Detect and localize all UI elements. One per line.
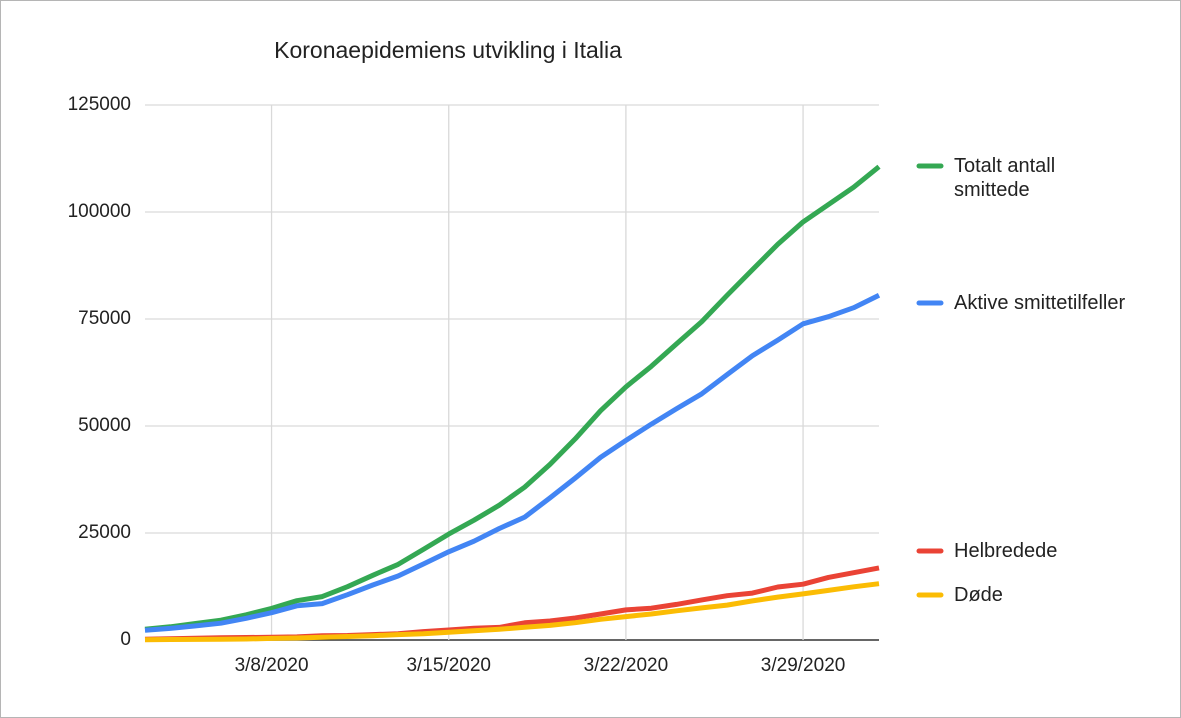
legend-label: Aktive smittetilfeller xyxy=(954,292,1126,314)
legend-label: Totalt antall smittede xyxy=(954,155,1056,201)
chart-title: Koronaepidemiens utvikling i Italia xyxy=(274,37,622,63)
legend-label: Helbredede xyxy=(954,540,1058,562)
x-tick-label: 3/29/2020 xyxy=(761,655,846,676)
series-line xyxy=(144,164,881,632)
y-tick-label: 50000 xyxy=(78,415,131,436)
y-tick-label: 25000 xyxy=(78,522,131,543)
series-line xyxy=(144,292,881,633)
legend-label: Døde xyxy=(954,584,1003,606)
series-line xyxy=(144,581,880,643)
x-tick-label: 3/15/2020 xyxy=(406,655,491,676)
grid xyxy=(145,104,879,641)
y-tick-label: 100000 xyxy=(68,201,131,222)
x-tick-label: 3/8/2020 xyxy=(235,655,309,676)
y-tick-label: 0 xyxy=(120,629,131,650)
y-tick-label: 75000 xyxy=(78,308,131,329)
y-tick-label: 125000 xyxy=(68,94,131,115)
x-tick-label: 3/22/2020 xyxy=(584,655,669,676)
